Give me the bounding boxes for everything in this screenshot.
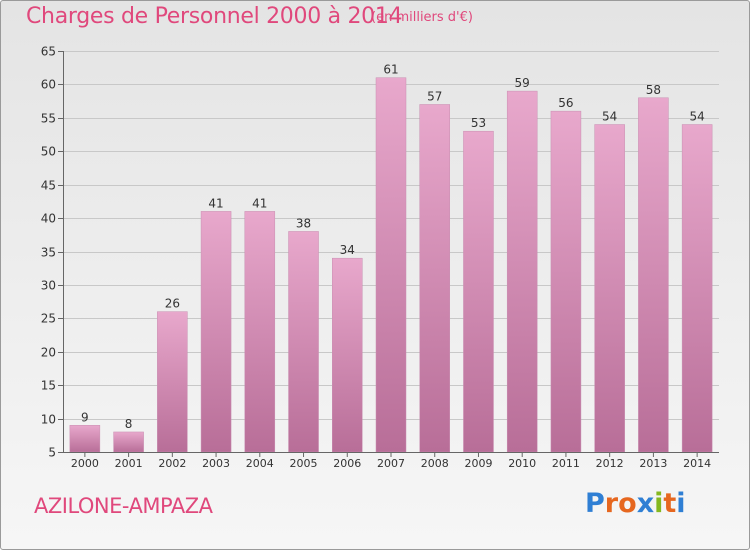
bar-value-label: 54 [689, 110, 704, 124]
y-tick-label: 65 [41, 45, 56, 59]
y-tick-label: 55 [41, 112, 56, 126]
chart-title: Charges de Personnel 2000 à 2014 [26, 4, 403, 29]
bar [594, 124, 625, 453]
bar [638, 97, 669, 453]
logo-letter: t [663, 488, 677, 519]
bar-value-label: 54 [602, 110, 617, 124]
bar [69, 425, 101, 453]
bar-value-label: 38 [296, 216, 311, 230]
logo-letter: i [654, 488, 664, 519]
logo-letter: x [636, 488, 655, 519]
y-tick-label: 60 [41, 78, 56, 92]
bar-value-label: 9 [81, 410, 89, 424]
x-tick-label: 2001 [115, 457, 143, 470]
bar [200, 211, 232, 453]
bar-value-label: 58 [646, 83, 661, 97]
x-tick-label: 2010 [508, 457, 536, 470]
y-tick-label: 5 [48, 446, 56, 460]
bar [419, 104, 450, 453]
bar-value-label: 57 [427, 89, 442, 103]
x-tick-label: 2013 [639, 457, 667, 470]
bar-value-label: 56 [558, 96, 573, 110]
commune-name: AZILONE-AMPAZA [34, 494, 213, 518]
x-tick-label: 2011 [552, 457, 580, 470]
bar [506, 90, 538, 453]
bar [681, 124, 713, 453]
bar-value-label: 8 [125, 417, 133, 431]
x-tick-label: 2007 [377, 457, 405, 470]
bar [375, 77, 407, 453]
logo-letter: i [676, 488, 686, 519]
bar-value-label: 26 [165, 297, 180, 311]
bar [113, 431, 144, 453]
bar-value-label: 53 [471, 116, 486, 130]
y-tick-label: 40 [41, 212, 56, 226]
x-tick-label: 2002 [158, 457, 186, 470]
y-tick-label: 35 [41, 246, 56, 260]
bar-value-label: 34 [340, 243, 355, 257]
y-tick-label: 25 [41, 312, 56, 326]
y-tick-label: 30 [41, 279, 56, 293]
x-tick-label: 2004 [246, 457, 274, 470]
x-tick-label: 2003 [202, 457, 230, 470]
logo-letter: P [585, 488, 605, 519]
logo-letter: r [604, 488, 619, 519]
chart-unit-label: (en milliers d'€) [371, 10, 473, 25]
x-tick-label: 2006 [333, 457, 361, 470]
y-tick-label: 15 [41, 379, 56, 393]
x-tick-label: 2012 [596, 457, 624, 470]
x-tick-label: 2005 [290, 457, 318, 470]
bar-value-label: 41 [252, 196, 267, 210]
proxiti-logo: Proxiti [585, 488, 686, 519]
logo-letter: o [618, 488, 637, 519]
bar-value-label: 59 [515, 76, 530, 90]
x-tick-label: 2000 [71, 457, 99, 470]
x-tick-label: 2014 [683, 457, 711, 470]
bar [332, 257, 363, 453]
bar [288, 231, 319, 453]
x-tick-label: 2009 [464, 457, 492, 470]
y-tick-label: 50 [41, 145, 56, 159]
bar [463, 130, 494, 453]
bar-value-label: 61 [383, 63, 398, 77]
y-tick-label: 10 [41, 413, 56, 427]
bar [157, 311, 188, 453]
x-tick-label: 2008 [421, 457, 449, 470]
y-tick-label: 45 [41, 179, 56, 193]
y-tick-label: 20 [41, 346, 56, 360]
bar [550, 110, 582, 453]
bar [244, 211, 276, 453]
bar-value-label: 41 [208, 196, 223, 210]
